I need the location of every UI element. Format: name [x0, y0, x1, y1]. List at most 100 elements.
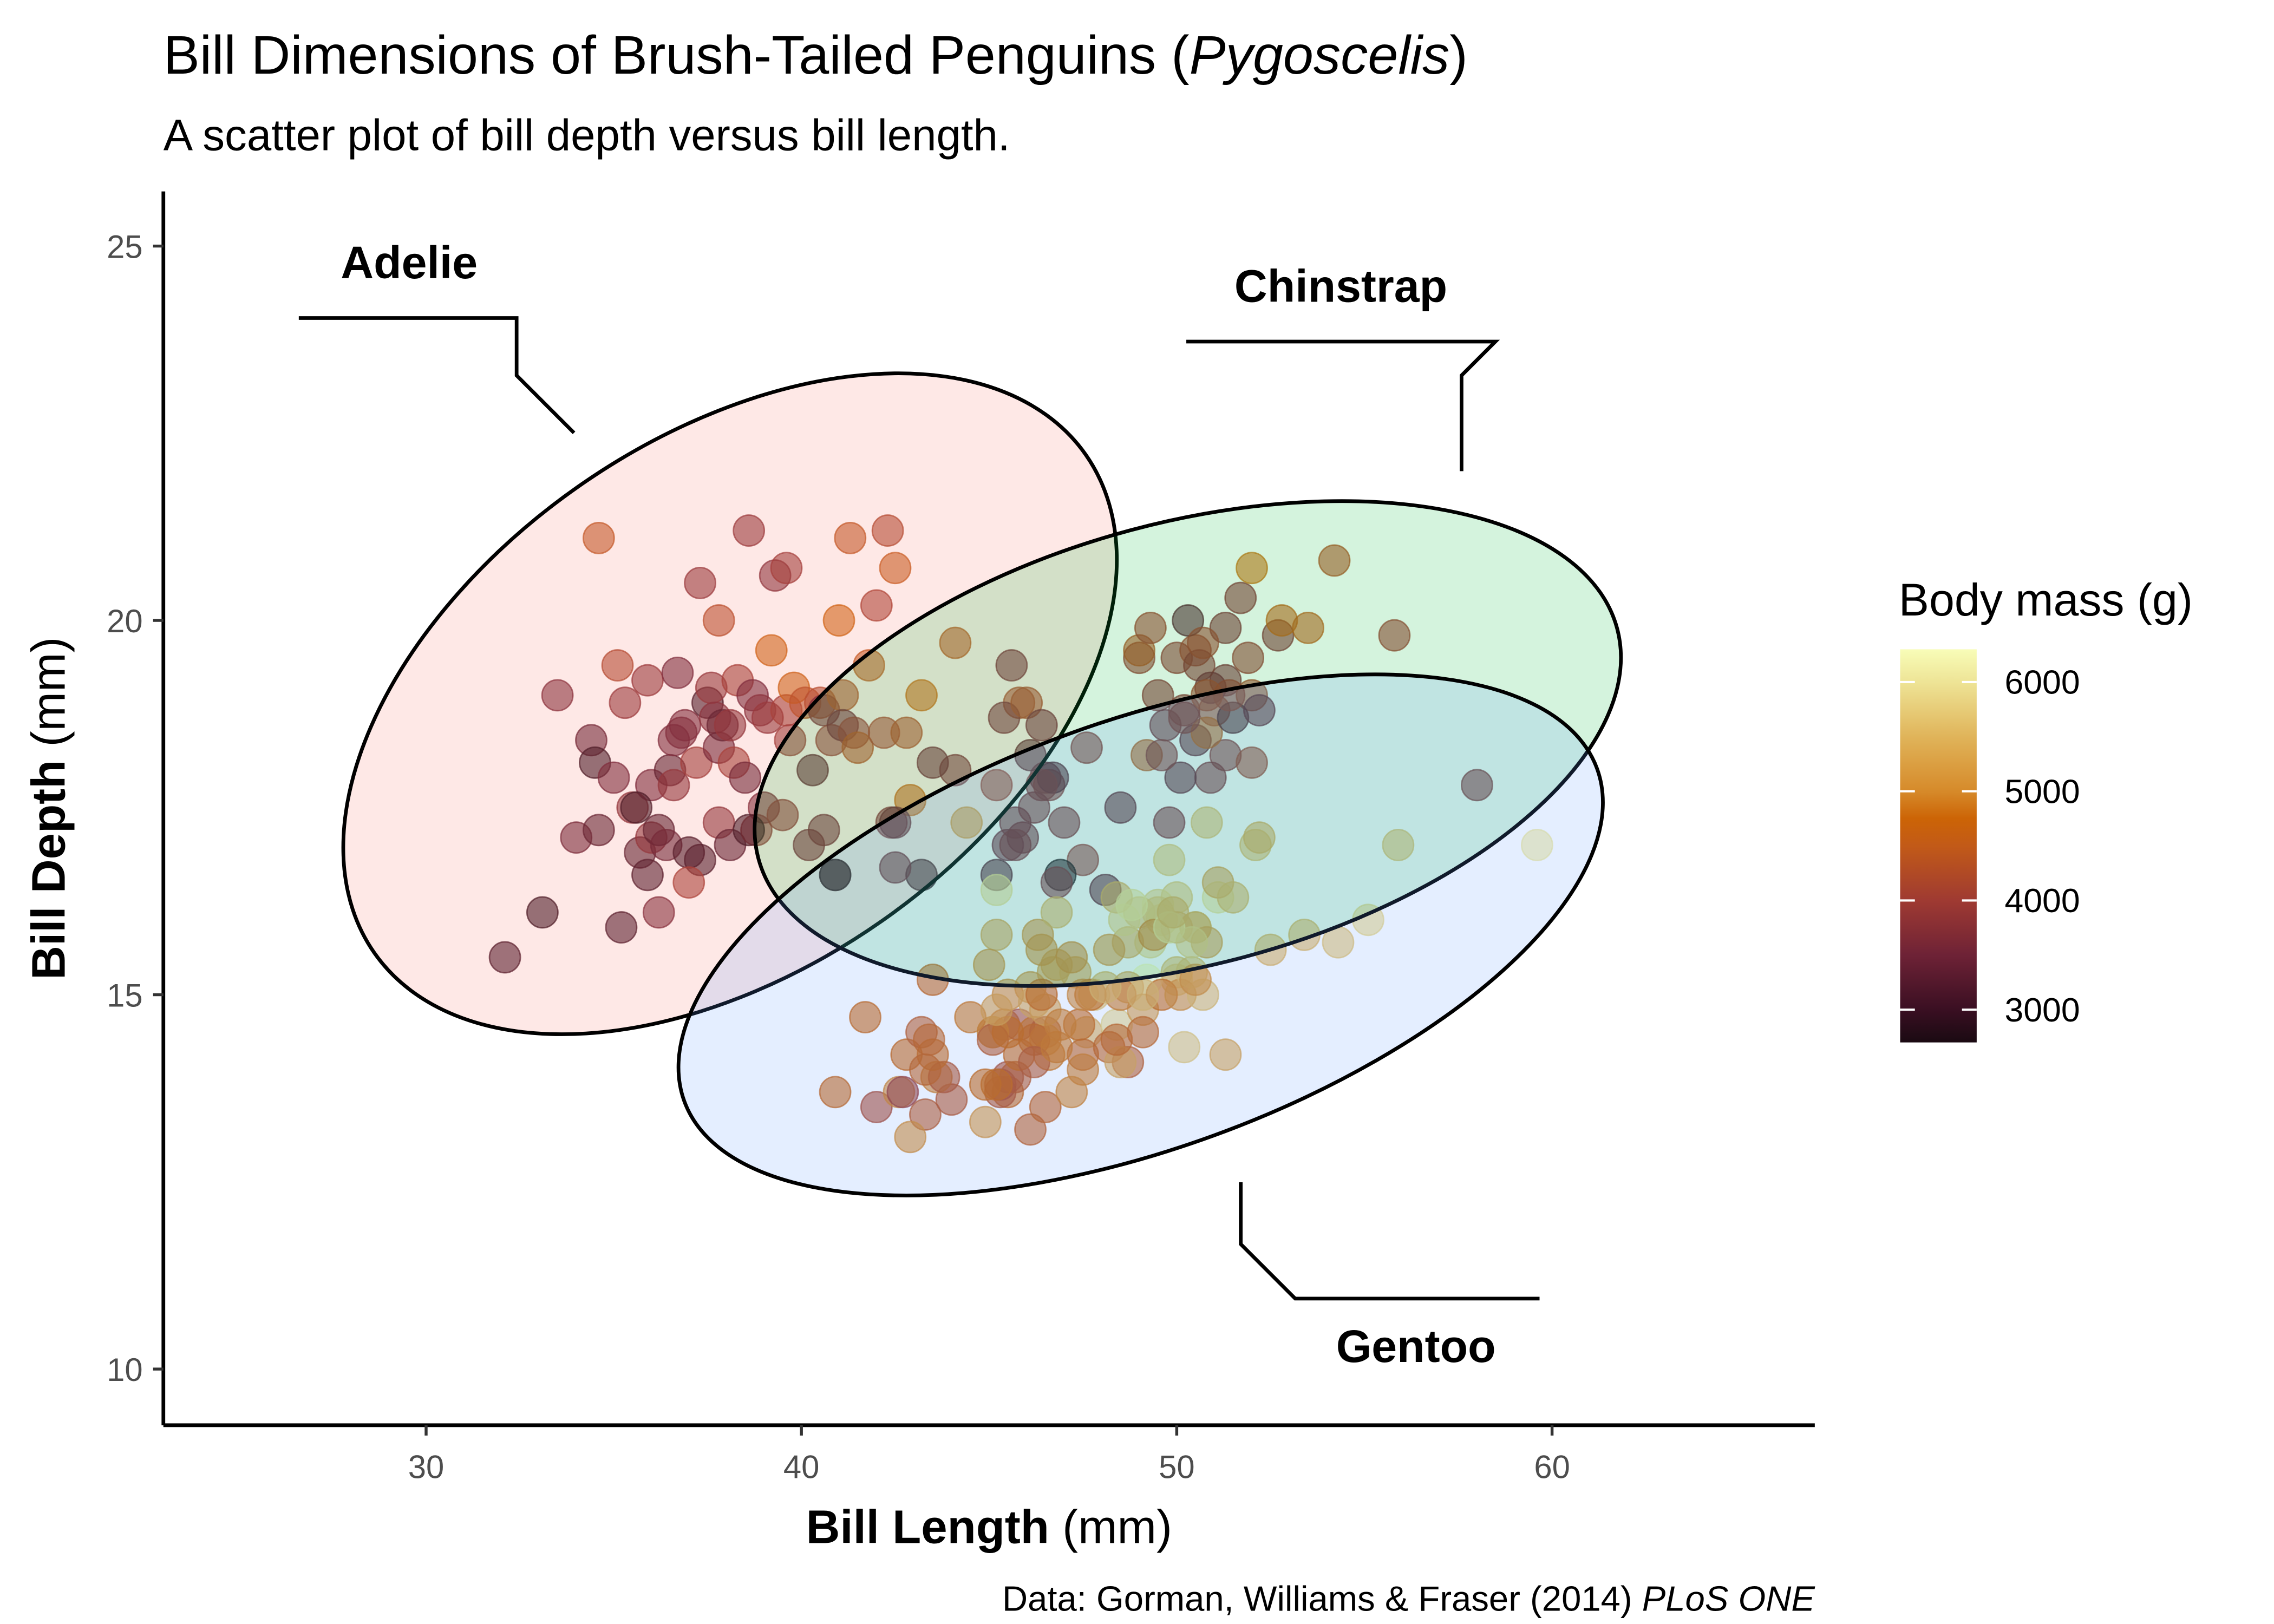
title-italic: Pygoscelis [1190, 25, 1450, 86]
point-chinstrap [916, 746, 949, 779]
color-legend: Body mass (g) 3000 4000 5000 6000 [1899, 574, 2193, 1043]
point-adelie [488, 941, 521, 974]
point-adelie [642, 896, 675, 929]
point-chinstrap [1236, 552, 1268, 585]
point-chinstrap [1224, 581, 1257, 614]
point-adelie [894, 784, 927, 816]
point-gentoo [1209, 1038, 1242, 1071]
point-chinstrap [1232, 641, 1265, 675]
annotation-leader-gentoo [1239, 1182, 1540, 1301]
point-adelie [733, 514, 766, 547]
point-adelie [905, 679, 938, 712]
point-chinstrap [1378, 619, 1411, 652]
point-gentoo [1156, 896, 1190, 929]
point-gentoo [909, 1098, 942, 1131]
point-adelie [631, 664, 664, 697]
legend-tick-label: 4000 [2005, 882, 2080, 920]
point-adelie [702, 604, 735, 637]
point-gentoo [849, 1001, 881, 1033]
point-gentoo [1382, 829, 1415, 861]
point-chinstrap [1104, 791, 1137, 824]
x-tick-label: 40 [783, 1449, 820, 1485]
x-axis-title-bold: Bill Length [806, 1501, 1049, 1553]
point-adelie [680, 746, 713, 779]
point-adelie [822, 604, 855, 637]
y-tick-label: 20 [107, 603, 143, 639]
point-gentoo [1055, 1076, 1088, 1109]
chart-subtitle: A scatter plot of bill depth versus bill… [164, 110, 1010, 160]
title-suffix: ) [1449, 25, 1467, 86]
point-gentoo [1014, 1113, 1047, 1146]
point-gentoo [1100, 1023, 1133, 1056]
point-chinstrap [1292, 611, 1324, 644]
point-gentoo [1089, 971, 1122, 1004]
point-gentoo [980, 874, 1013, 906]
point-adelie [939, 626, 972, 659]
point-gentoo [1115, 888, 1148, 921]
annotation-label-adelie: Adelie [341, 237, 478, 288]
point-adelie [766, 798, 799, 831]
point-gentoo [1055, 941, 1088, 974]
point-chinstrap [1461, 769, 1493, 802]
point-adelie [620, 791, 653, 824]
point-gentoo [980, 919, 1013, 951]
point-adelie [526, 896, 559, 929]
point-gentoo [980, 993, 1013, 1026]
x-tick-label: 30 [408, 1449, 445, 1485]
point-adelie [890, 716, 923, 749]
ellipse-gentoo [676, 672, 1605, 1197]
point-adelie [597, 761, 630, 794]
point-adelie [541, 679, 574, 712]
annotation-label-gentoo: Gentoo [1336, 1321, 1496, 1372]
point-gentoo [1243, 821, 1276, 854]
point-chinstrap [1067, 843, 1100, 876]
point-gentoo [1190, 806, 1223, 839]
point-chinstrap [1209, 611, 1242, 644]
point-chinstrap [819, 859, 852, 892]
point-adelie [661, 656, 694, 689]
point-chinstrap [999, 829, 1032, 861]
axes: 30 40 50 60 10 15 20 25 [107, 191, 1815, 1485]
point-adelie [672, 866, 705, 899]
point-adelie [684, 566, 716, 599]
legend-title: Body mass (g) [1899, 574, 2193, 625]
point-adelie [770, 552, 803, 585]
caption-prefix: Data: Gorman, Williams & Fraser (2014) [1002, 1579, 1642, 1619]
point-gentoo [886, 1076, 919, 1109]
point-chinstrap [1172, 604, 1205, 637]
x-axis-title-unit: (mm) [1049, 1501, 1172, 1553]
y-axis-title-bold: Bill Depth [23, 760, 75, 980]
point-gentoo [1029, 1091, 1062, 1123]
point-adelie [657, 769, 690, 802]
legend-colorbar [1900, 649, 1977, 1043]
point-chinstrap [1010, 686, 1043, 719]
y-tick-label: 25 [107, 228, 143, 265]
point-gentoo [1040, 896, 1073, 929]
point-adelie [755, 634, 788, 667]
y-tick-label: 15 [107, 977, 143, 1013]
point-adelie [582, 814, 615, 847]
point-chinstrap [1025, 709, 1058, 742]
point-gentoo [909, 1053, 942, 1086]
point-chinstrap [1164, 761, 1197, 794]
point-adelie [609, 686, 642, 719]
point-gentoo [860, 1091, 893, 1123]
point-chinstrap [1243, 694, 1276, 726]
point-chinstrap [1318, 544, 1351, 577]
point-adelie [871, 514, 904, 547]
x-tick-label: 60 [1534, 1449, 1570, 1485]
points-layer [488, 514, 1553, 1154]
point-adelie [601, 649, 634, 682]
legend-tick-label: 6000 [2005, 664, 2080, 702]
point-chinstrap [1187, 626, 1219, 659]
point-gentoo [1175, 926, 1208, 959]
annotation-leader-chinstrap [1186, 339, 1500, 472]
point-gentoo [1040, 1031, 1073, 1064]
annotation-leader-adelie [298, 316, 576, 435]
point-adelie [631, 859, 664, 892]
point-adelie [657, 724, 690, 757]
point-chinstrap [1190, 716, 1223, 749]
point-chinstrap [1145, 739, 1178, 771]
point-chinstrap [988, 701, 1021, 734]
